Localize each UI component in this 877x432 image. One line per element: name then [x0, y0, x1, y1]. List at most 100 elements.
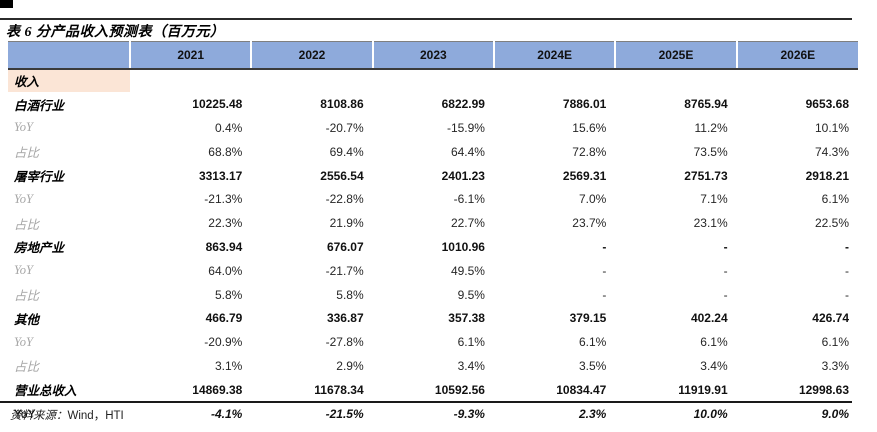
cell-value: 10225.48 — [192, 97, 243, 112]
row-label: YoY — [14, 406, 36, 421]
column-header-2024e: 2024E — [492, 41, 616, 70]
cell-value: 2401.23 — [441, 168, 485, 183]
row-label: 其他 — [14, 312, 40, 327]
cell-value: 9.0% — [821, 406, 849, 421]
cell-value: 6822.99 — [441, 97, 485, 112]
row-label: 屠宰行业 — [14, 170, 65, 185]
cell-value: 10.0% — [693, 406, 728, 421]
row-label: 占比 — [14, 146, 40, 161]
row-label: YoY — [14, 120, 34, 135]
table-row: 占比 22.3% 21.9% 22.7% 23.7% 23.1% 22.5% — [8, 211, 858, 235]
row-label: YoY — [14, 191, 34, 206]
cell-value: - — [723, 287, 728, 302]
row-label: 收入 — [8, 68, 130, 93]
cell-value: 3.3% — [821, 358, 849, 373]
table-row: YoY -21.3% -22.8% -6.1% 7.0% 7.1% 6.1% — [8, 187, 858, 211]
cell-value: 15.6% — [572, 120, 607, 135]
cell-value: - — [602, 239, 607, 254]
bottom-rule — [0, 401, 852, 403]
cell-value: 23.7% — [572, 216, 607, 231]
cell-value: 73.5% — [693, 144, 728, 159]
cell-value: 402.24 — [690, 311, 728, 326]
cell-value: 7.1% — [700, 192, 728, 207]
cell-value: 22.3% — [208, 216, 243, 231]
source-label: 资料来源： — [10, 410, 68, 422]
cell-value: 23.1% — [693, 216, 728, 231]
cell-value: 863.94 — [205, 239, 243, 254]
cell-value: 7886.01 — [562, 97, 607, 112]
cell-value: 10.1% — [814, 120, 849, 135]
cell-value — [251, 69, 372, 93]
cell-value: -15.9% — [446, 120, 485, 135]
cell-value: 3.4% — [457, 358, 485, 373]
cell-value — [615, 69, 736, 93]
cell-value: - — [845, 287, 849, 302]
source-note: 资料来源：Wind，HTI — [10, 407, 124, 423]
cell-value: 6.1% — [457, 335, 485, 350]
cell-value: 2.3% — [578, 406, 607, 421]
cell-value: - — [845, 239, 849, 254]
table-row: YoY 0.4% -20.7% -15.9% 15.6% 11.2% 10.1% — [8, 116, 858, 140]
cell-value: 64.4% — [450, 144, 485, 159]
cell-value: 11919.91 — [678, 382, 728, 397]
column-header-2026e: 2026E — [735, 41, 858, 70]
page-corner-marker — [0, 0, 13, 8]
cell-value — [130, 69, 251, 93]
cell-value: 2569.31 — [562, 168, 607, 183]
corner-cell — [8, 41, 130, 70]
table-row: YoY 64.0% -21.7% 49.5% - - - — [8, 259, 858, 283]
cell-value: 5.8% — [214, 287, 243, 302]
cell-value: -20.9% — [204, 335, 243, 350]
column-header-2021: 2021 — [128, 41, 252, 70]
column-header-2023: 2023 — [371, 41, 494, 70]
cell-value: 11.2% — [694, 120, 728, 135]
cell-value: 2751.73 — [684, 168, 728, 183]
cell-value — [737, 69, 858, 93]
cell-value: 2.9% — [336, 358, 364, 373]
cell-value: 3.5% — [578, 358, 607, 373]
cell-value: 336.87 — [326, 311, 364, 326]
cell-value: 6.1% — [700, 335, 728, 350]
cell-value: 379.15 — [569, 311, 607, 326]
cell-value: 69.4% — [329, 144, 364, 159]
cell-value: 357.38 — [448, 311, 485, 326]
cell-value: 466.79 — [205, 311, 243, 326]
cell-value: 8108.86 — [320, 97, 364, 112]
row-label: 房地产业 — [14, 241, 65, 256]
cell-value: 676.07 — [326, 239, 364, 254]
column-header-2022: 2022 — [250, 41, 373, 70]
cell-value: 6.1% — [821, 192, 849, 207]
row-label: 占比 — [14, 360, 40, 375]
cell-value: 10834.47 — [556, 382, 607, 397]
row-label: 营业总收入 — [14, 384, 77, 399]
cell-value: 68.8% — [208, 144, 243, 159]
cell-value: - — [602, 287, 607, 302]
cell-value: 74.3% — [814, 144, 849, 159]
cell-value: -20.7% — [325, 120, 364, 135]
cell-value: -27.8% — [325, 335, 364, 350]
row-label: YoY — [14, 263, 34, 278]
table-row: YoY -4.1% -21.5% -9.3% 2.3% 10.0% 9.0% — [8, 402, 858, 426]
table-row: 房地产业 863.94 676.07 1010.96 - - - — [8, 235, 858, 259]
cell-value — [373, 69, 494, 93]
cell-value: -22.8% — [325, 192, 364, 207]
cell-value: - — [723, 263, 728, 278]
cell-value: 11678.34 — [314, 382, 364, 397]
cell-value: 3.1% — [214, 358, 243, 373]
column-header-2025e: 2025E — [614, 41, 737, 70]
cell-value: - — [723, 239, 728, 254]
cell-value: -9.3% — [453, 406, 485, 421]
cell-value: 22.7% — [450, 216, 485, 231]
cell-value — [494, 69, 615, 93]
revenue-forecast-table: 2021 2022 2023 2024E 2025E 2026E 收入 白酒行业 1… — [8, 41, 858, 425]
cell-value: 8765.94 — [684, 97, 728, 112]
cell-value: - — [602, 263, 607, 278]
cell-value: 49.5% — [450, 263, 485, 278]
cell-value: 5.8% — [336, 287, 364, 302]
table-row: 占比 5.8% 5.8% 9.5% - - - — [8, 283, 858, 307]
row-label: YoY — [14, 334, 34, 349]
cell-value: -21.3% — [204, 192, 243, 207]
cell-value: 1010.96 — [441, 239, 485, 254]
table-row: 占比 68.8% 69.4% 64.4% 72.8% 73.5% 74.3% — [8, 140, 858, 164]
